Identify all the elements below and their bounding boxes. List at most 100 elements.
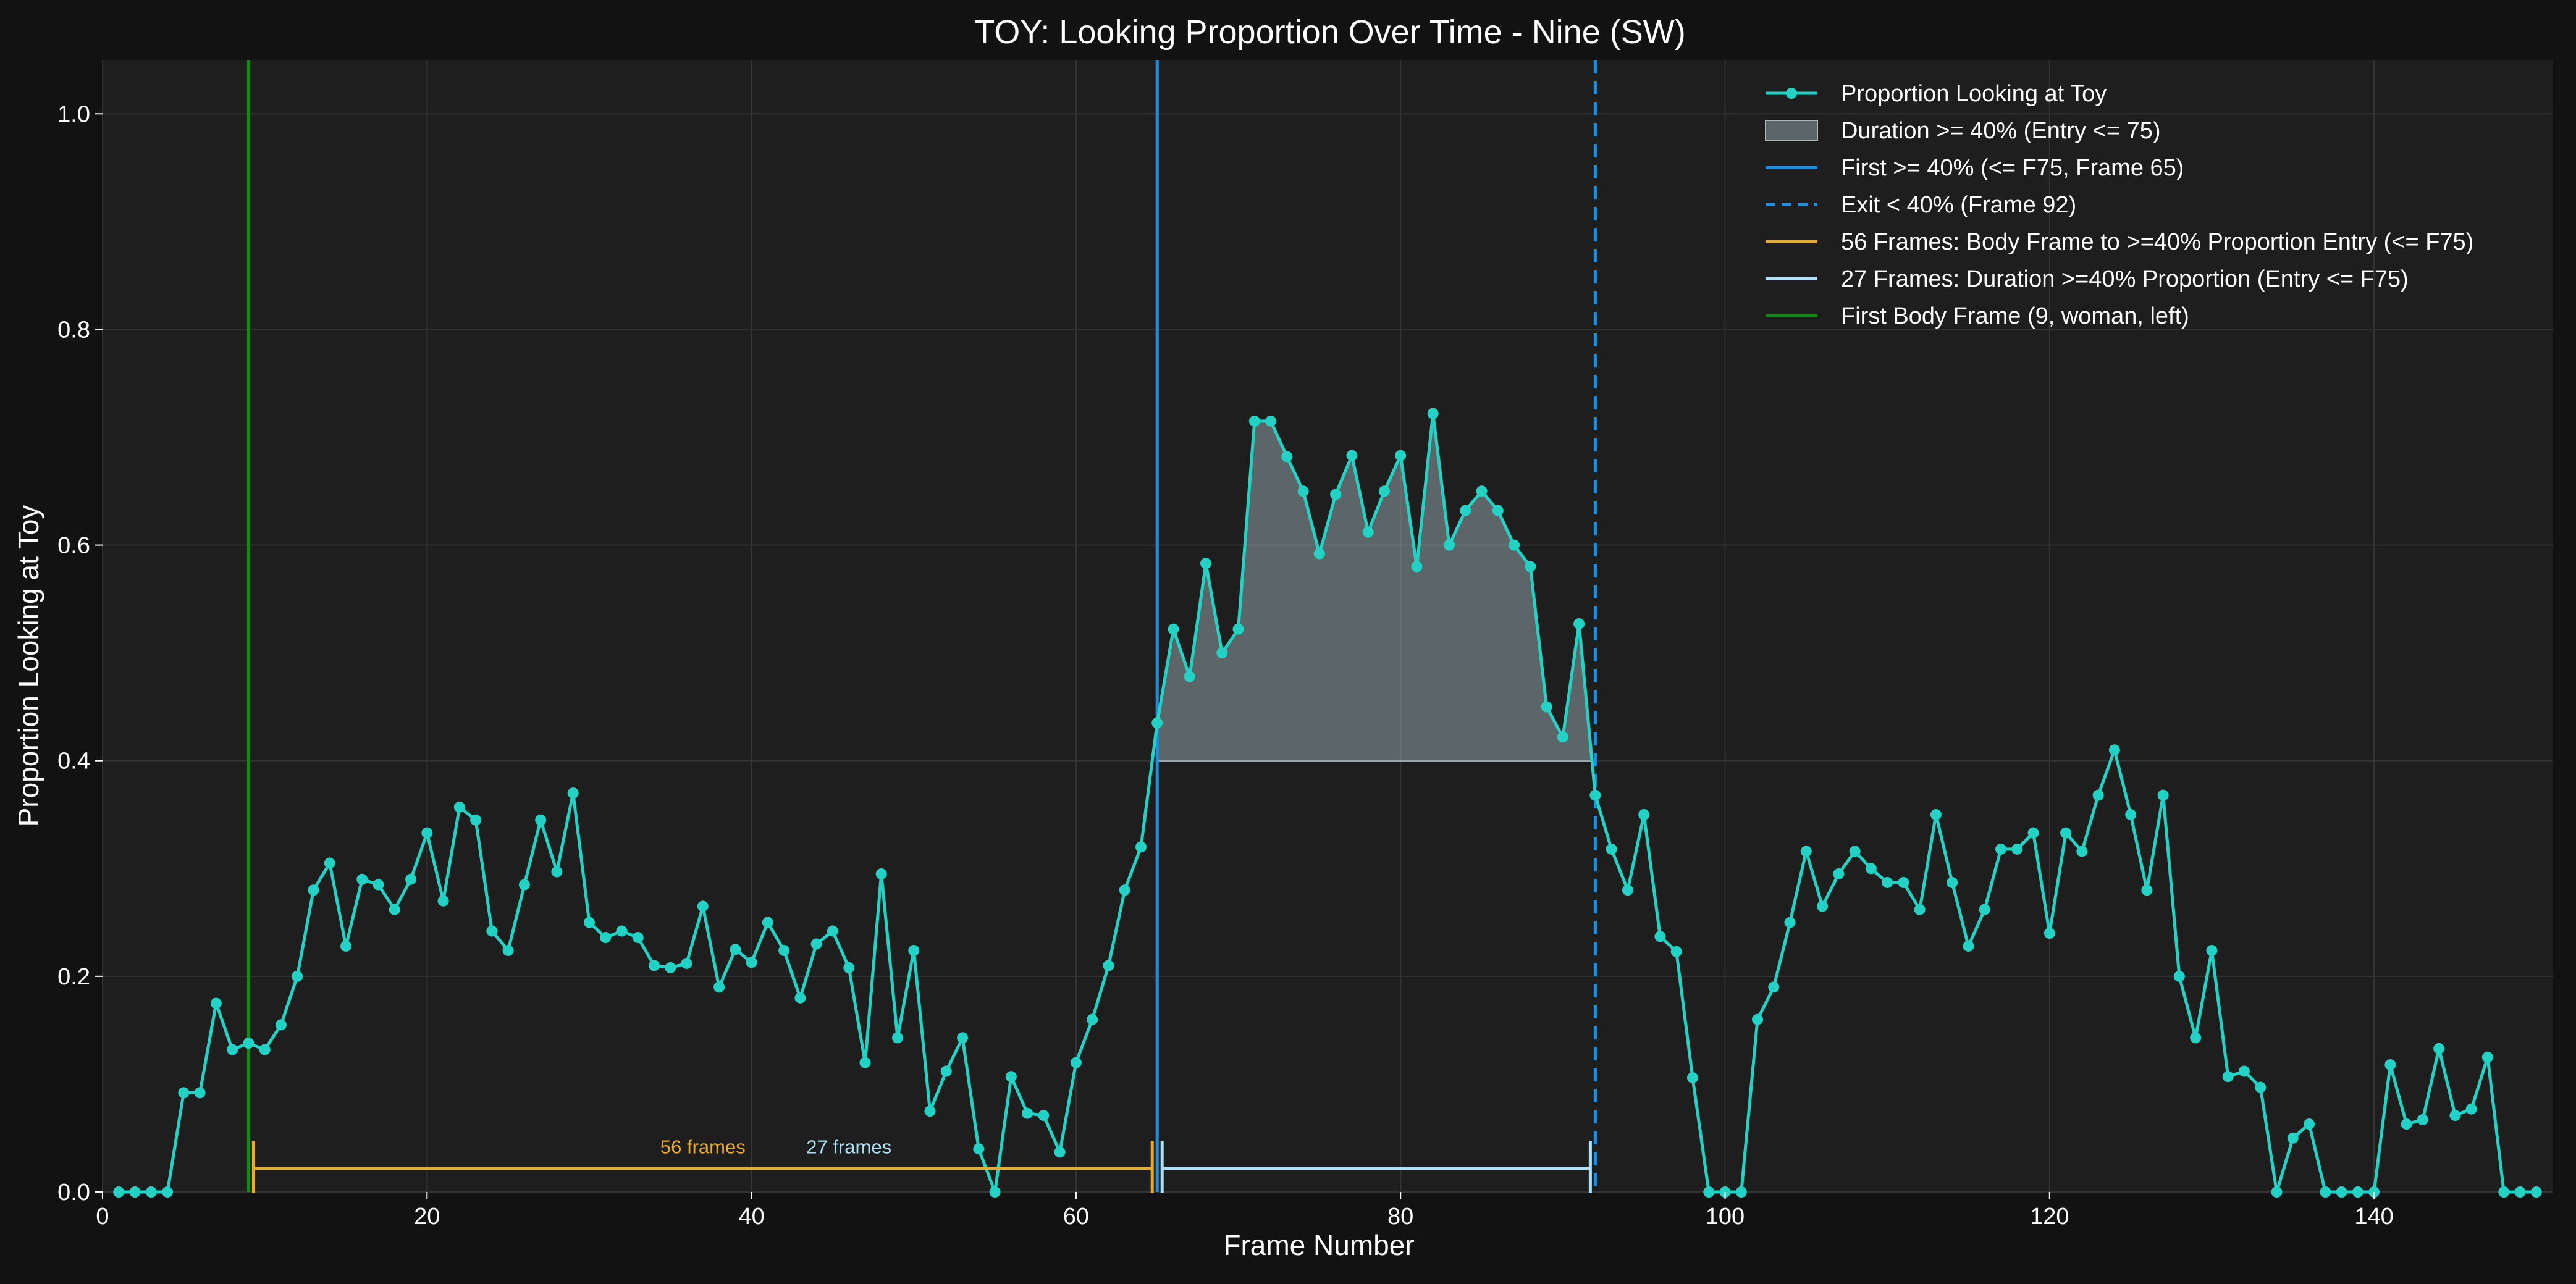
- data-point: [2141, 884, 2153, 896]
- bracket-label: 56 frames: [660, 1136, 746, 1158]
- data-point: [2190, 1032, 2202, 1044]
- data-point: [2401, 1118, 2412, 1130]
- data-point: [405, 873, 417, 885]
- data-point: [1281, 451, 1293, 463]
- data-point: [1622, 884, 1633, 896]
- data-point: [227, 1044, 238, 1055]
- y-tick-label: 0.6: [57, 533, 90, 559]
- data-point: [1525, 561, 1536, 573]
- data-point: [1346, 450, 1358, 461]
- data-point: [746, 957, 757, 968]
- data-point: [649, 960, 660, 971]
- data-point: [924, 1106, 936, 1117]
- data-point: [713, 981, 725, 993]
- data-point: [2481, 1051, 2493, 1063]
- data-point: [535, 814, 547, 826]
- data-point: [1509, 539, 1520, 551]
- data-point: [551, 866, 563, 878]
- data-point: [1005, 1071, 1017, 1083]
- data-point: [1833, 868, 1845, 880]
- data-point: [989, 1186, 1001, 1198]
- data-point: [665, 962, 676, 973]
- data-point: [730, 944, 741, 955]
- data-point: [2060, 827, 2072, 839]
- x-tick-label: 80: [1387, 1204, 1413, 1230]
- axes-layer: 0 20 40 60 80 100 120 140 0.0 0.2 0.4 0.6 0.8 1.0: [57, 101, 2394, 1230]
- x-tick-label: 20: [414, 1204, 440, 1230]
- data-point: [875, 868, 887, 880]
- data-point: [453, 801, 465, 813]
- data-point: [1168, 623, 1179, 635]
- data-point: [292, 970, 303, 982]
- data-point: [2449, 1110, 2461, 1122]
- data-point: [1573, 618, 1585, 630]
- data-point: [373, 879, 384, 891]
- data-point: [2157, 789, 2169, 801]
- x-tick-label: 40: [738, 1204, 764, 1230]
- data-point: [2530, 1186, 2542, 1198]
- data-point: [794, 992, 806, 1004]
- data-point: [210, 997, 222, 1009]
- x-axis-label: Frame Number: [1223, 1229, 1414, 1261]
- legend-label: Exit < 40% (Frame 92): [1841, 192, 2076, 218]
- y-axis-label: Proportion Looking at Toy: [12, 505, 44, 827]
- brackets-layer: 56 frames 27 frames: [251, 1136, 1592, 1193]
- data-point: [1232, 623, 1244, 635]
- data-point: [421, 827, 433, 839]
- data-point: [259, 1044, 271, 1055]
- data-point: [908, 944, 920, 956]
- legend: Proportion Looking at Toy Duration >= 40%…: [1765, 81, 2473, 329]
- data-point: [275, 1019, 287, 1031]
- data-point: [1930, 809, 1942, 820]
- y-tick-label: 0.8: [57, 317, 90, 343]
- data-point: [1914, 904, 1926, 915]
- data-point: [940, 1065, 952, 1077]
- data-point: [1882, 876, 1893, 888]
- data-point: [340, 940, 351, 952]
- data-point: [778, 944, 790, 956]
- data-point: [2336, 1186, 2347, 1198]
- data-point: [2514, 1186, 2526, 1198]
- data-point: [1817, 900, 1829, 912]
- y-tick-label: 1.0: [57, 101, 90, 127]
- data-point: [1752, 1013, 1764, 1025]
- x-tick-label: 60: [1063, 1204, 1089, 1230]
- data-point: [2092, 789, 2104, 801]
- data-point: [2206, 944, 2218, 956]
- data-point: [178, 1087, 190, 1099]
- data-point: [1248, 415, 1260, 427]
- x-tick-label: 120: [2030, 1204, 2069, 1230]
- data-point: [437, 895, 449, 907]
- data-point: [1670, 946, 1682, 957]
- data-point: [583, 917, 595, 928]
- data-point: [1541, 701, 1552, 713]
- data-point: [1638, 809, 1650, 820]
- data-point: [2287, 1132, 2299, 1144]
- legend-label: First Body Frame (9, woman, left): [1841, 303, 2189, 329]
- legend-marker: [1786, 88, 1797, 99]
- data-point: [859, 1057, 871, 1068]
- data-point: [1297, 485, 1309, 497]
- data-point: [1476, 485, 1488, 497]
- y-tick-label: 0.2: [57, 964, 90, 990]
- data-point: [518, 879, 530, 891]
- data-point: [1151, 717, 1163, 729]
- data-point: [1654, 931, 1666, 942]
- data-point: [2433, 1043, 2445, 1054]
- data-point: [1200, 558, 1212, 569]
- data-point: [632, 932, 644, 944]
- data-point: [308, 884, 319, 896]
- data-point: [389, 904, 400, 915]
- data-point: [1460, 505, 1471, 516]
- data-point: [2076, 846, 2088, 857]
- data-point: [1022, 1107, 1033, 1119]
- data-point: [1849, 846, 1861, 857]
- data-point: [1947, 876, 1958, 888]
- data-point: [973, 1143, 985, 1155]
- y-tick-label: 0.4: [57, 749, 90, 774]
- data-point: [2384, 1059, 2396, 1071]
- legend-label: 56 Frames: Body Frame to >=40% Proportio…: [1841, 229, 2473, 255]
- data-point: [194, 1087, 206, 1099]
- data-point: [2044, 928, 2055, 939]
- data-point: [1979, 904, 1990, 915]
